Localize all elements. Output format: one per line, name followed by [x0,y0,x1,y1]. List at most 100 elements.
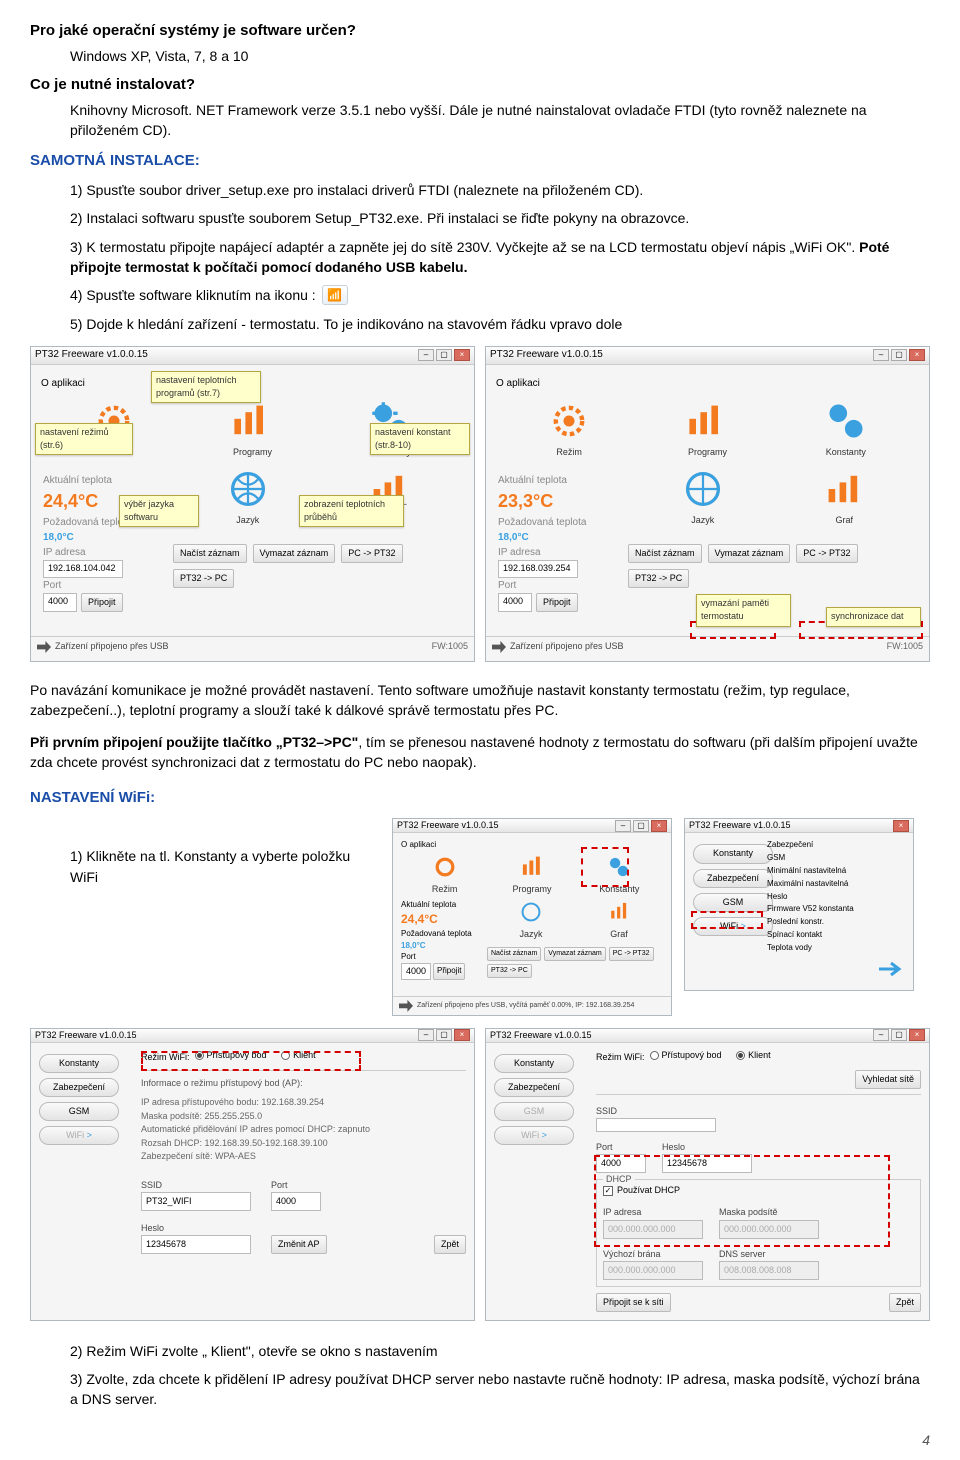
settings-window-ap: PT32 Freeware v1.0.0.15 –▢× Konstanty Za… [30,1028,475,1321]
vymazat-zaznam-button[interactable]: Vymazat záznam [708,544,791,563]
tab-zabezpeceni[interactable]: Zabezpečení [494,1078,574,1097]
nacist-zaznam-button[interactable]: Načíst záznam [628,544,702,563]
next-arrow-icon[interactable] [877,959,905,979]
pripojit-k-siti-button[interactable]: Připojit se k síti [596,1293,671,1312]
paragraph-after-2: Při prvním připojení použijte tlačítko „… [30,732,930,773]
tab-gsm[interactable]: GSM [39,1102,119,1121]
page-number: 4 [30,1430,930,1450]
vyhledat-site-button[interactable]: Vyhledat sítě [855,1070,921,1089]
usb-icon [399,1000,413,1012]
callout-jazyk: výběr jazyka softwaru [119,495,199,527]
maximize-button[interactable]: ▢ [891,349,907,361]
zpet-button[interactable]: Zpět [434,1235,466,1254]
nacist-zaznam-button[interactable]: Načíst záznam [173,544,247,563]
minimize-button[interactable]: – [873,1029,889,1041]
tab-konstanty[interactable]: Konstanty [693,844,773,863]
jazyk-icon[interactable] [681,467,725,511]
radio-klient[interactable]: Klient [736,1049,771,1062]
connect-button[interactable]: Připojit [536,593,578,613]
titlebar: PT32 Freeware v1.0.0.15 – ▢ × [486,347,929,365]
maximize-button[interactable]: ▢ [891,1029,907,1041]
radio-klient-label: Klient [748,1049,771,1062]
jazyk-icon[interactable] [226,467,270,511]
close-button[interactable]: × [651,820,667,832]
vymazat-zaznam-button[interactable]: Vymazat záznam [253,544,336,563]
poz-teplota-value: 18,0°C [43,530,163,545]
heading-instalace: SAMOTNÁ INSTALACE: [30,150,930,172]
minimize-button[interactable]: – [615,820,631,832]
port-input[interactable]: 4000 [498,593,532,613]
heslo-input[interactable]: 12345678 [141,1235,251,1254]
about-link[interactable]: O aplikaci [496,377,919,392]
tab-zabezpeceni[interactable]: Zabezpečení [39,1078,119,1097]
konstanty-icon[interactable] [824,399,868,443]
window-title: PT32 Freeware v1.0.0.15 [689,819,791,832]
port-input[interactable]: 4000 [43,593,77,613]
ip-input[interactable]: 192.168.039.254 [498,560,578,578]
maximize-button[interactable]: ▢ [436,349,452,361]
programy-icon[interactable] [685,399,729,443]
pt32-to-pc-button[interactable]: PT32 -> PC [173,569,234,588]
pc-pt-button[interactable]: PC -> PT32 [609,947,654,961]
close-button[interactable]: × [454,349,470,361]
tab-zabezpeceni[interactable]: Zabezpečení [693,869,773,888]
radio-ap[interactable]: Přístupový bod [650,1049,722,1062]
tab-wifi[interactable]: WiFi [39,1126,119,1145]
usb-icon [492,641,506,653]
pt-pc-button[interactable]: PT32 -> PC [487,964,532,978]
ip-input[interactable]: 192.168.104.042 [43,560,123,578]
zpet-button[interactable]: Zpět [889,1293,921,1312]
maximize-button[interactable]: ▢ [633,820,649,832]
close-button[interactable]: × [909,1029,925,1041]
ssid-input[interactable] [596,1118,716,1132]
callout-graf: zobrazení teplotních průběhů [299,495,404,527]
connect-button[interactable]: Připojit [433,963,465,980]
tab-konstanty[interactable]: Konstanty [39,1054,119,1073]
pt32-to-pc-button[interactable]: PT32 -> PC [628,569,689,588]
programy-icon[interactable] [519,854,545,880]
port-label: Port [43,578,163,593]
rezim-icon[interactable] [547,399,591,443]
close-button[interactable]: × [893,820,909,832]
zmenit-ap-button[interactable]: Změnit AP [271,1235,327,1254]
minimize-button[interactable]: – [418,349,434,361]
dns-input[interactable]: 008.008.008.008 [719,1261,819,1280]
poz-teplota-value: 18,0°C [498,530,618,545]
programy-label: Programy [688,447,727,457]
mode-label: Režim WiFi: [596,1052,645,1062]
close-button[interactable]: × [454,1029,470,1041]
status-text: Zařízení připojeno přes USB [510,640,624,653]
highlight-dhcp-group [594,1155,890,1247]
ap-info-1: IP adresa přístupového bodu: 192.168.39.… [141,1096,466,1110]
tab-gsm[interactable]: GSM [494,1102,574,1121]
graf-icon[interactable] [822,467,866,511]
tab-wifi[interactable]: WiFi [494,1126,574,1145]
nacist-button[interactable]: Načíst záznam [487,947,541,961]
minimize-button[interactable]: – [418,1029,434,1041]
graf-icon[interactable] [606,899,632,925]
ssid-input[interactable]: PT32_WIFI [141,1192,251,1211]
row-fw: Firmware V52 konstanta [767,904,854,913]
heslo-label: Heslo [662,1141,752,1154]
pc-to-pt32-button[interactable]: PC -> PT32 [341,544,402,563]
jazyk-icon[interactable] [518,899,544,925]
connect-button[interactable]: Připojit [81,593,123,613]
maximize-button[interactable]: ▢ [436,1029,452,1041]
akt-teplota-value: 23,3°C [498,488,618,515]
minimize-button[interactable]: – [873,349,889,361]
port-input[interactable]: 4000 [401,963,431,980]
row-min: Minimální nastavitelná [767,866,846,875]
tab-gsm[interactable]: GSM [693,893,773,912]
close-button[interactable]: × [909,349,925,361]
callout-konstanty: nastavení konstant (str.8-10) [370,423,470,455]
pc-to-pt32-button[interactable]: PC -> PT32 [796,544,857,563]
gw-input[interactable]: 000.000.000.000 [603,1261,703,1280]
radio-ap-label: Přístupový bod [662,1049,722,1062]
tab-konstanty[interactable]: Konstanty [494,1054,574,1073]
rezim-label: Režim [556,447,582,457]
highlight-wifi-tab [691,911,763,929]
programy-icon[interactable] [230,399,274,443]
rezim-icon[interactable] [432,854,458,880]
vymazat-button[interactable]: Vymazat záznam [544,947,605,961]
port-input[interactable]: 4000 [271,1192,321,1211]
